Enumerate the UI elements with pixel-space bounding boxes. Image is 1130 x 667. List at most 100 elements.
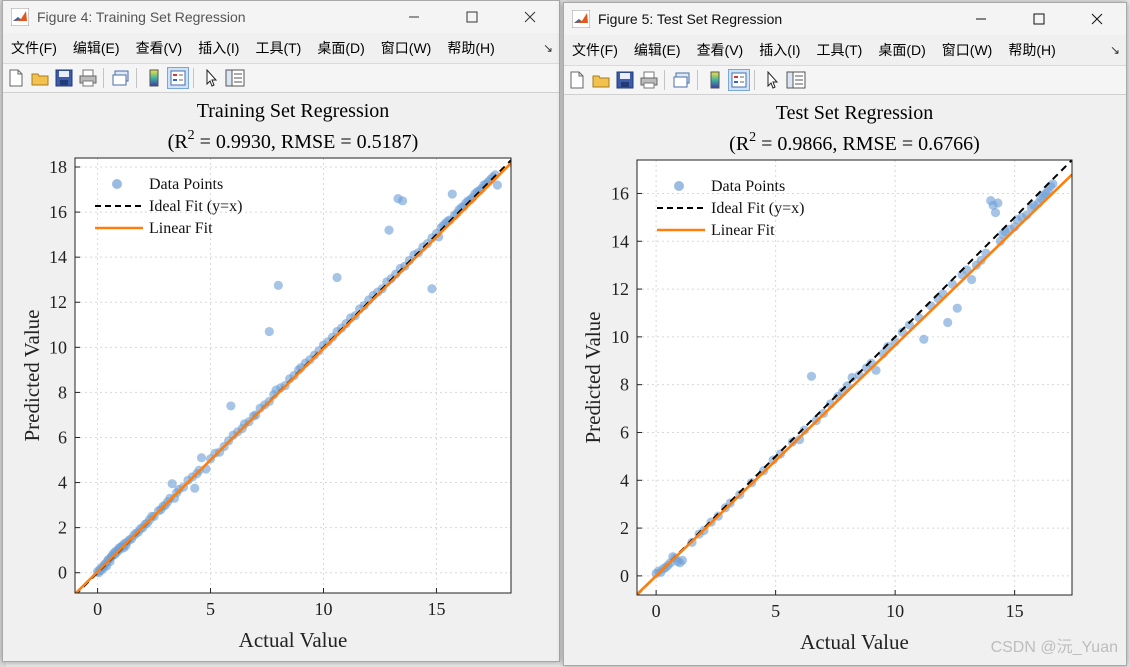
legend-icon bbox=[170, 70, 186, 86]
data-point bbox=[806, 371, 817, 381]
property-inspector-button[interactable] bbox=[785, 69, 807, 91]
toolbar-separator bbox=[193, 68, 194, 88]
save-button[interactable] bbox=[614, 69, 636, 91]
data-point bbox=[904, 320, 915, 330]
menu-desktop[interactable]: 桌面(D) bbox=[317, 40, 365, 56]
close-button[interactable] bbox=[501, 1, 559, 33]
menu-file[interactable]: 文件(F) bbox=[11, 40, 57, 56]
print-button[interactable] bbox=[638, 69, 660, 91]
figure-area: Test Set Regression (R2 = 0.9866, RMSE = … bbox=[564, 95, 1126, 665]
title-bar[interactable]: Figure 5: Test Set Regression bbox=[564, 3, 1126, 35]
y-tick-label: 14 bbox=[611, 231, 629, 251]
matlab-icon bbox=[572, 10, 590, 28]
menu-view[interactable]: 查看(V) bbox=[135, 40, 183, 56]
toolbar-separator bbox=[754, 70, 755, 90]
toolbar-separator bbox=[664, 70, 665, 90]
menu-window[interactable]: 窗口(W) bbox=[380, 40, 432, 56]
menu-overflow-icon[interactable]: ↘ bbox=[1109, 43, 1120, 57]
x-tick-label: 15 bbox=[427, 599, 445, 619]
y-tick-label: 8 bbox=[620, 375, 629, 395]
y-tick-label: 10 bbox=[611, 327, 629, 347]
x-tick-label: 15 bbox=[1006, 601, 1024, 621]
property-inspector-icon bbox=[225, 69, 245, 87]
open-file-button[interactable] bbox=[29, 67, 51, 89]
data-point bbox=[196, 453, 207, 463]
insert-colorbar-button[interactable] bbox=[704, 69, 726, 91]
save-button[interactable] bbox=[53, 67, 75, 89]
minimize-button[interactable] bbox=[952, 3, 1010, 35]
toolbar-separator bbox=[103, 68, 104, 88]
y-tick-label: 12 bbox=[611, 279, 629, 299]
y-tick-label: 4 bbox=[58, 473, 67, 493]
save-icon bbox=[55, 69, 73, 87]
y-tick-label: 18 bbox=[49, 157, 67, 177]
open-file-button[interactable] bbox=[590, 69, 612, 91]
menu-insert[interactable]: 插入(I) bbox=[759, 42, 801, 58]
x-tick-label: 5 bbox=[771, 601, 780, 621]
menu-edit[interactable]: 编辑(E) bbox=[72, 40, 120, 56]
axes-box bbox=[636, 159, 1073, 596]
x-tick-label: 10 bbox=[314, 599, 332, 619]
menu-window[interactable]: 窗口(W) bbox=[941, 42, 993, 58]
window-title: Figure 5: Test Set Regression bbox=[598, 11, 783, 27]
menu-overflow-icon[interactable]: ↘ bbox=[542, 41, 553, 55]
y-tick-label: 12 bbox=[49, 292, 67, 312]
new-figure-button[interactable] bbox=[566, 69, 588, 91]
legend-label-ideal: Ideal Fit (y=x) bbox=[149, 198, 242, 215]
y-tick-label: 16 bbox=[49, 202, 67, 222]
menu-tools[interactable]: 工具(T) bbox=[255, 40, 302, 56]
data-point bbox=[677, 555, 688, 565]
data-point bbox=[397, 196, 408, 206]
ideal-fit-line bbox=[637, 160, 1072, 595]
axes-box bbox=[74, 157, 512, 594]
legend-label-ideal: Ideal Fit (y=x) bbox=[711, 200, 804, 217]
figure-area: Training Set Regression (R2 = 0.9930, RMS… bbox=[3, 93, 559, 661]
close-button[interactable] bbox=[1068, 3, 1126, 35]
edit-plot-button[interactable] bbox=[200, 67, 222, 89]
menu-tools[interactable]: 工具(T) bbox=[816, 42, 863, 58]
maximize-icon bbox=[1033, 13, 1045, 25]
regression-chart-training: Training Set Regression (R2 = 0.9930, RMS… bbox=[20, 100, 512, 652]
property-inspector-button[interactable] bbox=[224, 67, 246, 89]
open-folder-icon bbox=[31, 73, 49, 86]
insert-colorbar-button[interactable] bbox=[143, 67, 165, 89]
data-point bbox=[952, 303, 962, 313]
insert-legend-button[interactable] bbox=[728, 69, 750, 91]
menu-help[interactable]: 帮助(H) bbox=[1008, 42, 1056, 58]
edit-plot-button[interactable] bbox=[761, 69, 783, 91]
chart-title: Test Set Regression bbox=[776, 102, 933, 124]
print-button[interactable] bbox=[77, 67, 99, 89]
minimize-button[interactable] bbox=[385, 1, 443, 33]
figure-window-test: Figure 5: Test Set Regression 文件(F) 编辑(E… bbox=[563, 2, 1127, 666]
data-point bbox=[167, 479, 177, 489]
minimize-icon bbox=[976, 18, 986, 20]
menu-view[interactable]: 查看(V) bbox=[696, 42, 744, 58]
y-axis-label: Predicted Value bbox=[581, 312, 605, 444]
maximize-button[interactable] bbox=[1010, 3, 1068, 35]
link-plot-button[interactable] bbox=[671, 69, 693, 91]
menu-desktop[interactable]: 桌面(D) bbox=[878, 42, 926, 58]
data-point bbox=[447, 189, 457, 199]
x-tick-label: 5 bbox=[206, 599, 215, 619]
data-point bbox=[492, 180, 503, 190]
new-figure-button[interactable] bbox=[5, 67, 27, 89]
link-plot-button[interactable] bbox=[110, 67, 132, 89]
data-point bbox=[967, 274, 977, 285]
data-point bbox=[794, 435, 805, 445]
data-point bbox=[919, 334, 929, 344]
legend-icon bbox=[731, 72, 747, 88]
menu-insert[interactable]: 插入(I) bbox=[198, 40, 240, 56]
menu-edit[interactable]: 编辑(E) bbox=[633, 42, 681, 58]
menu-help[interactable]: 帮助(H) bbox=[447, 40, 495, 56]
x-tick-label: 10 bbox=[886, 601, 904, 621]
y-tick-label: 2 bbox=[620, 518, 629, 538]
maximize-button[interactable] bbox=[443, 1, 501, 33]
y-tick-label: 8 bbox=[58, 382, 67, 402]
insert-legend-button[interactable] bbox=[167, 67, 189, 89]
y-tick-label: 6 bbox=[58, 427, 67, 447]
figure-window-training: Figure 4: Training Set Regression 文件(F) … bbox=[2, 0, 560, 662]
print-icon bbox=[79, 69, 97, 87]
data-point bbox=[332, 272, 342, 283]
menu-file[interactable]: 文件(F) bbox=[572, 42, 618, 58]
title-bar[interactable]: Figure 4: Training Set Regression bbox=[3, 1, 559, 33]
